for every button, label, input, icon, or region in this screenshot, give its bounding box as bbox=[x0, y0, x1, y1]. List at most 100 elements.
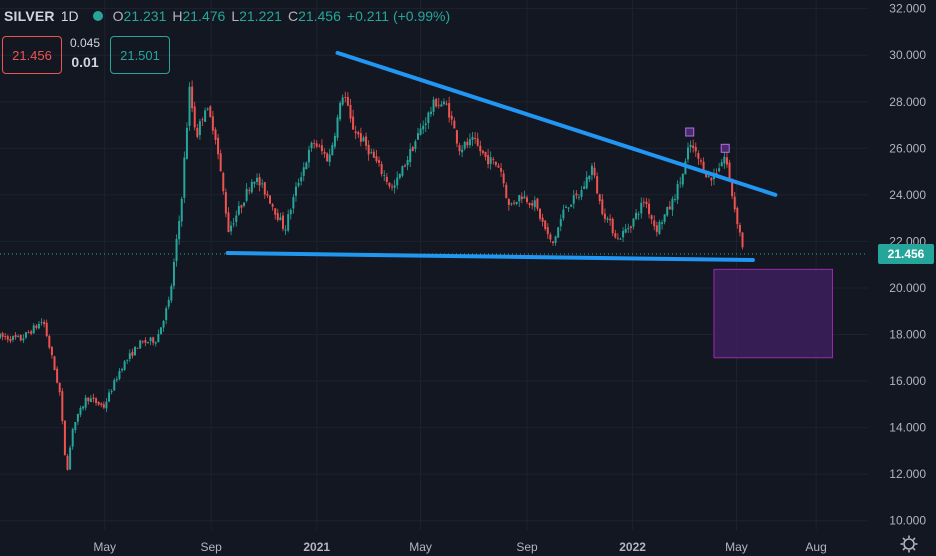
candle-body bbox=[253, 181, 256, 184]
candle-body bbox=[409, 149, 412, 163]
candle-body bbox=[572, 195, 575, 204]
candle-body bbox=[588, 175, 591, 180]
candle-body bbox=[606, 218, 609, 220]
candle-body bbox=[655, 225, 658, 232]
time-tick-label: Sep bbox=[200, 540, 222, 554]
candle-body bbox=[505, 184, 508, 199]
candle-body bbox=[128, 353, 131, 359]
candle-body bbox=[463, 141, 466, 149]
candle-body bbox=[315, 143, 318, 147]
candle-body bbox=[481, 150, 484, 153]
candle-body bbox=[217, 137, 220, 155]
settings-gear-icon[interactable] bbox=[900, 535, 918, 553]
candle-body bbox=[305, 162, 308, 170]
candle-body bbox=[76, 413, 79, 422]
candle-body bbox=[240, 205, 243, 208]
candle-body bbox=[453, 120, 456, 129]
candle-body bbox=[518, 195, 521, 202]
candle-body bbox=[429, 111, 432, 115]
candle-body bbox=[123, 361, 126, 370]
candle-body bbox=[269, 195, 272, 204]
close-value: 21.456 bbox=[298, 8, 341, 24]
candle-body bbox=[344, 97, 347, 98]
candle-body bbox=[645, 201, 648, 205]
candle-body bbox=[544, 220, 547, 229]
candle-body bbox=[702, 161, 705, 174]
candle-body bbox=[479, 145, 482, 152]
candle-body bbox=[531, 203, 534, 206]
low-label: L bbox=[231, 8, 240, 24]
peak-marker bbox=[720, 143, 730, 153]
candle-body bbox=[554, 236, 557, 243]
candle-body bbox=[533, 200, 536, 208]
target-zone-rect bbox=[713, 268, 834, 359]
candle-body bbox=[370, 152, 373, 154]
candle-body bbox=[318, 145, 321, 147]
candle-body bbox=[728, 162, 731, 179]
candle-body bbox=[362, 137, 365, 142]
candle-body bbox=[583, 186, 586, 190]
candle-body bbox=[635, 212, 638, 219]
candle-body bbox=[632, 218, 635, 227]
candle-body bbox=[191, 86, 194, 109]
low-value: 21.221 bbox=[239, 8, 282, 24]
symbol-name[interactable]: SILVER bbox=[4, 8, 55, 24]
candle-body bbox=[598, 194, 601, 202]
candle-body bbox=[570, 204, 573, 207]
trendlines[interactable] bbox=[225, 50, 778, 263]
candle-body bbox=[167, 299, 170, 307]
candle-body bbox=[401, 166, 404, 176]
candle-body bbox=[684, 161, 687, 175]
candle-body bbox=[118, 370, 121, 379]
candle-body bbox=[396, 177, 399, 186]
candle-body bbox=[692, 145, 695, 149]
candle-body bbox=[445, 103, 448, 105]
candle-body bbox=[204, 110, 207, 122]
candle-body bbox=[66, 455, 69, 470]
price-tick-label: 18.000 bbox=[889, 327, 926, 341]
candle-body bbox=[175, 238, 178, 262]
time-tick-label: May bbox=[93, 540, 116, 554]
interval-label[interactable]: 1D bbox=[60, 8, 79, 24]
candle-body bbox=[219, 153, 222, 172]
sell-button[interactable]: 21.456 bbox=[2, 36, 62, 74]
candle-body bbox=[419, 128, 422, 135]
candle-body bbox=[624, 228, 627, 233]
candle-body bbox=[520, 196, 523, 200]
high-label: H bbox=[172, 8, 183, 24]
candle-body bbox=[616, 237, 619, 239]
candle-body bbox=[30, 331, 33, 334]
buy-button[interactable]: 21.501 bbox=[110, 36, 170, 74]
candle-body bbox=[398, 173, 401, 178]
candle-body bbox=[320, 145, 323, 152]
candle-body bbox=[476, 138, 479, 146]
candle-body bbox=[271, 204, 274, 207]
candle-body bbox=[661, 222, 664, 224]
candle-body bbox=[40, 322, 43, 324]
time-axis[interactable]: May Sep 2021 May Sep 2022 May Aug bbox=[0, 530, 868, 556]
candle-body bbox=[313, 142, 316, 144]
candle-body bbox=[328, 154, 331, 162]
candle-body bbox=[227, 212, 230, 233]
candle-body bbox=[422, 125, 425, 130]
candle-body bbox=[284, 229, 287, 231]
candle-body bbox=[97, 401, 100, 405]
spread-top: 0.045 bbox=[69, 36, 101, 50]
candle-body bbox=[585, 177, 588, 189]
price-axis[interactable]: 10.00012.00014.00016.00018.00020.00022.0… bbox=[868, 0, 936, 556]
candle-body bbox=[154, 342, 157, 344]
target-zone[interactable] bbox=[713, 268, 834, 359]
candle-body bbox=[551, 241, 554, 243]
candle-body bbox=[266, 193, 269, 196]
candle-body bbox=[134, 346, 137, 356]
candle-body bbox=[489, 157, 492, 164]
legend-header: SILVER 1D O 21.231 H 21.476 L 21.221 C 21.45… bbox=[4, 4, 456, 28]
candle-body bbox=[32, 325, 35, 334]
change-value: +0.211 (+0.99%) bbox=[346, 8, 451, 24]
candle-body bbox=[720, 162, 723, 167]
candle-body bbox=[614, 233, 617, 238]
candle-body bbox=[580, 189, 583, 197]
candle-body bbox=[458, 145, 461, 152]
candle-body bbox=[567, 207, 570, 209]
